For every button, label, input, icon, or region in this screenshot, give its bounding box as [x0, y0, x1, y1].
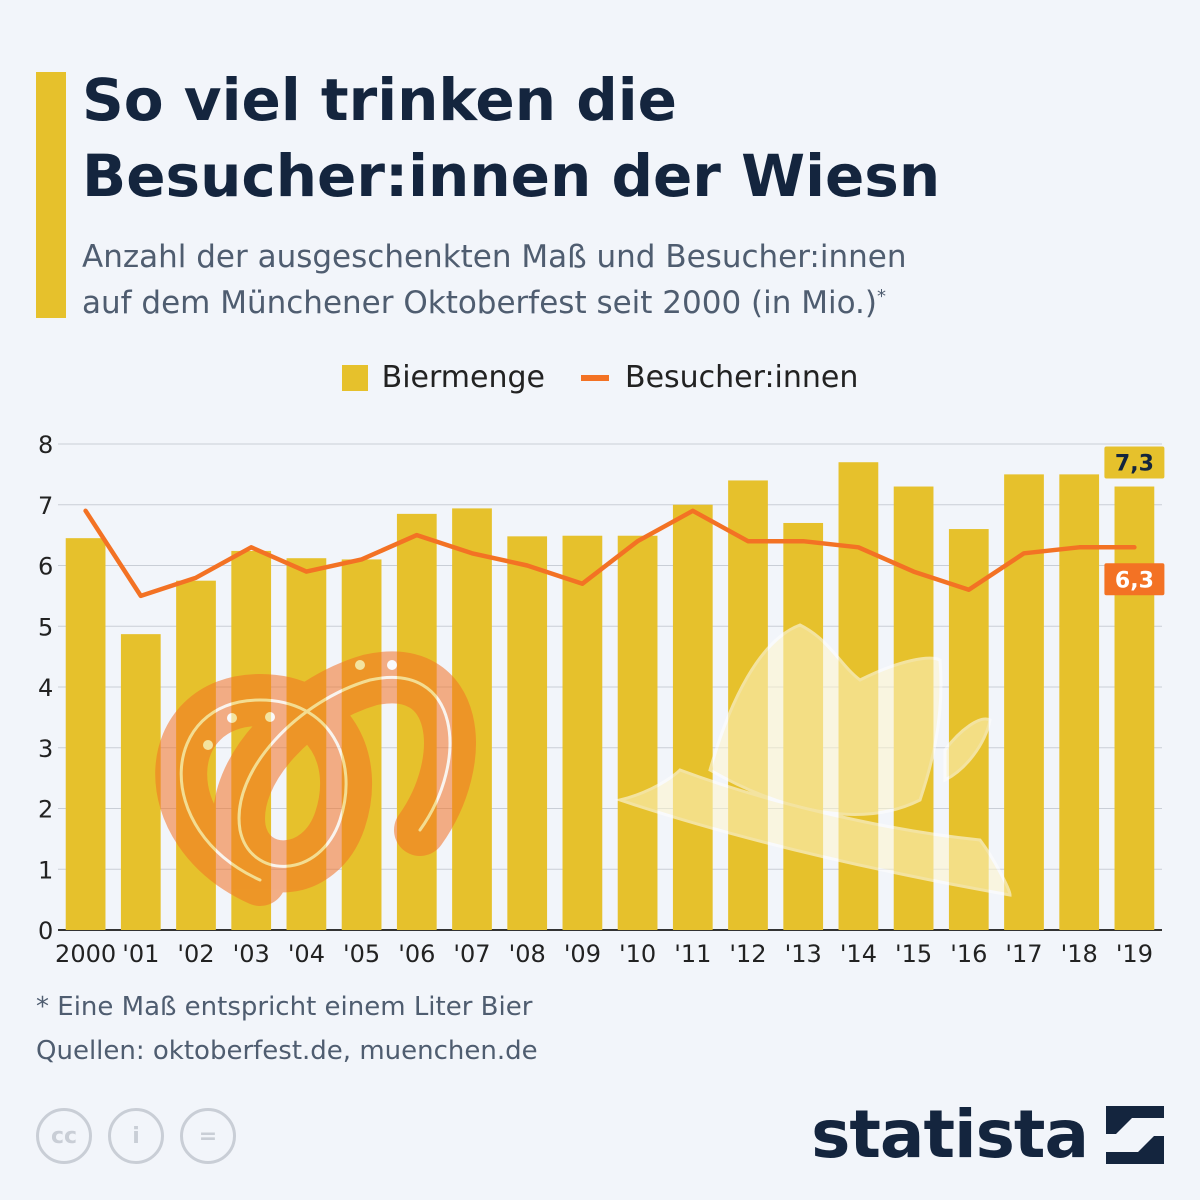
chart-title: So viel trinken die Besucher:innen der W… [82, 62, 940, 214]
chart-legend: Biermenge Besucher:innen [0, 360, 1200, 395]
x-tick-label: '06 [398, 940, 435, 968]
subtitle-footnote-mark: * [876, 286, 886, 307]
x-tick-label: '07 [453, 940, 490, 968]
title-accent-bar [36, 72, 66, 318]
x-tick-label: '04 [288, 940, 325, 968]
bar [507, 536, 548, 930]
statista-wordmark: statista [811, 1096, 1089, 1173]
subtitle-line-2: auf dem Münchener Oktoberfest seit 2000 … [82, 285, 877, 321]
x-tick-label: 2000 [55, 940, 116, 968]
x-tick-label: '08 [509, 940, 546, 968]
x-tick-label: '05 [343, 940, 380, 968]
x-tick-label: '14 [840, 940, 877, 968]
bar [562, 535, 603, 930]
bar [1059, 474, 1100, 930]
x-tick-label: '10 [619, 940, 656, 968]
x-tick-label: '09 [564, 940, 601, 968]
footnote: * Eine Maß entspricht einem Liter Bier [36, 992, 533, 1022]
bar-annotation-box [1104, 446, 1165, 479]
x-tick-label: '17 [1005, 940, 1042, 968]
x-tick-label: '12 [729, 940, 766, 968]
y-tick-label: 2 [38, 796, 53, 824]
chart-subtitle: Anzahl der ausgeschenkten Maß und Besuch… [82, 234, 1182, 326]
license-icons: cc i = [36, 1108, 252, 1164]
hat-icon [614, 623, 1012, 897]
x-tick-label: '13 [785, 940, 822, 968]
bar [65, 538, 106, 930]
legend-bar-swatch [341, 364, 368, 391]
y-tick-label: 8 [38, 431, 53, 459]
title-line-1: So viel trinken die [82, 66, 677, 134]
bar [1114, 486, 1155, 930]
line-annotation-label: 6,3 [1115, 568, 1154, 593]
sources: Quellen: oktoberfest.de, muenchen.de [36, 1036, 538, 1066]
bar [617, 535, 658, 930]
y-tick-label: 5 [38, 613, 53, 641]
y-tick-label: 4 [38, 674, 53, 702]
x-tick-label: '15 [895, 940, 932, 968]
bar [672, 504, 713, 930]
legend-bar-label: Biermenge [381, 360, 545, 395]
x-tick-label: '18 [1061, 940, 1098, 968]
besucher-line [83, 508, 1137, 599]
legend-line-swatch [580, 374, 609, 381]
cc-license-icon[interactable]: cc [36, 1108, 92, 1164]
bar [120, 634, 161, 930]
y-tick-label: 7 [38, 492, 53, 520]
x-tick-label: '03 [233, 940, 270, 968]
y-tick-label: 3 [38, 735, 53, 763]
decoration-layer [155, 623, 1012, 906]
attribution-icon[interactable]: i [108, 1108, 164, 1164]
x-tick-label: '02 [177, 940, 214, 968]
statista-logo-icon [1106, 1105, 1164, 1164]
y-tick-label: 6 [38, 553, 53, 581]
x-tick-label: '11 [674, 940, 711, 968]
chart-area: 0 1 2 3 4 5 6 7 8 2000'01 '02 '03 '04 '05 '06 '07 '08 '0… [38, 431, 1165, 968]
y-tick-label: 0 [38, 917, 53, 945]
line-annotation-box [1104, 563, 1165, 596]
besucher-line-series [83, 508, 1137, 599]
x-tick-label: '19 [1116, 940, 1153, 968]
x-tick-label: '01 [122, 940, 159, 968]
x-tick-label: '16 [950, 940, 987, 968]
statista-brand[interactable]: statista [811, 1096, 1164, 1173]
bar [1004, 474, 1044, 930]
y-tick-label: 1 [38, 856, 53, 884]
y-tick-labels: 0 1 2 3 4 5 6 7 8 [38, 431, 53, 945]
legend-line-label: Besucher:innen [624, 360, 859, 395]
pretzel-icon [155, 651, 476, 906]
value-annotations: 7,3 6,3 [1104, 446, 1165, 596]
subtitle-line-1: Anzahl der ausgeschenkten Maß und Besuch… [82, 239, 907, 275]
x-tick-labels: 2000'01 '02 '03 '04 '05 '06 '07 '08 '09 '10 '11 '12… [55, 940, 1153, 968]
bar-annotation-label: 7,3 [1115, 452, 1154, 477]
no-derivatives-icon[interactable]: = [180, 1108, 236, 1164]
title-line-2: Besucher:innen der Wiesn [82, 142, 941, 210]
